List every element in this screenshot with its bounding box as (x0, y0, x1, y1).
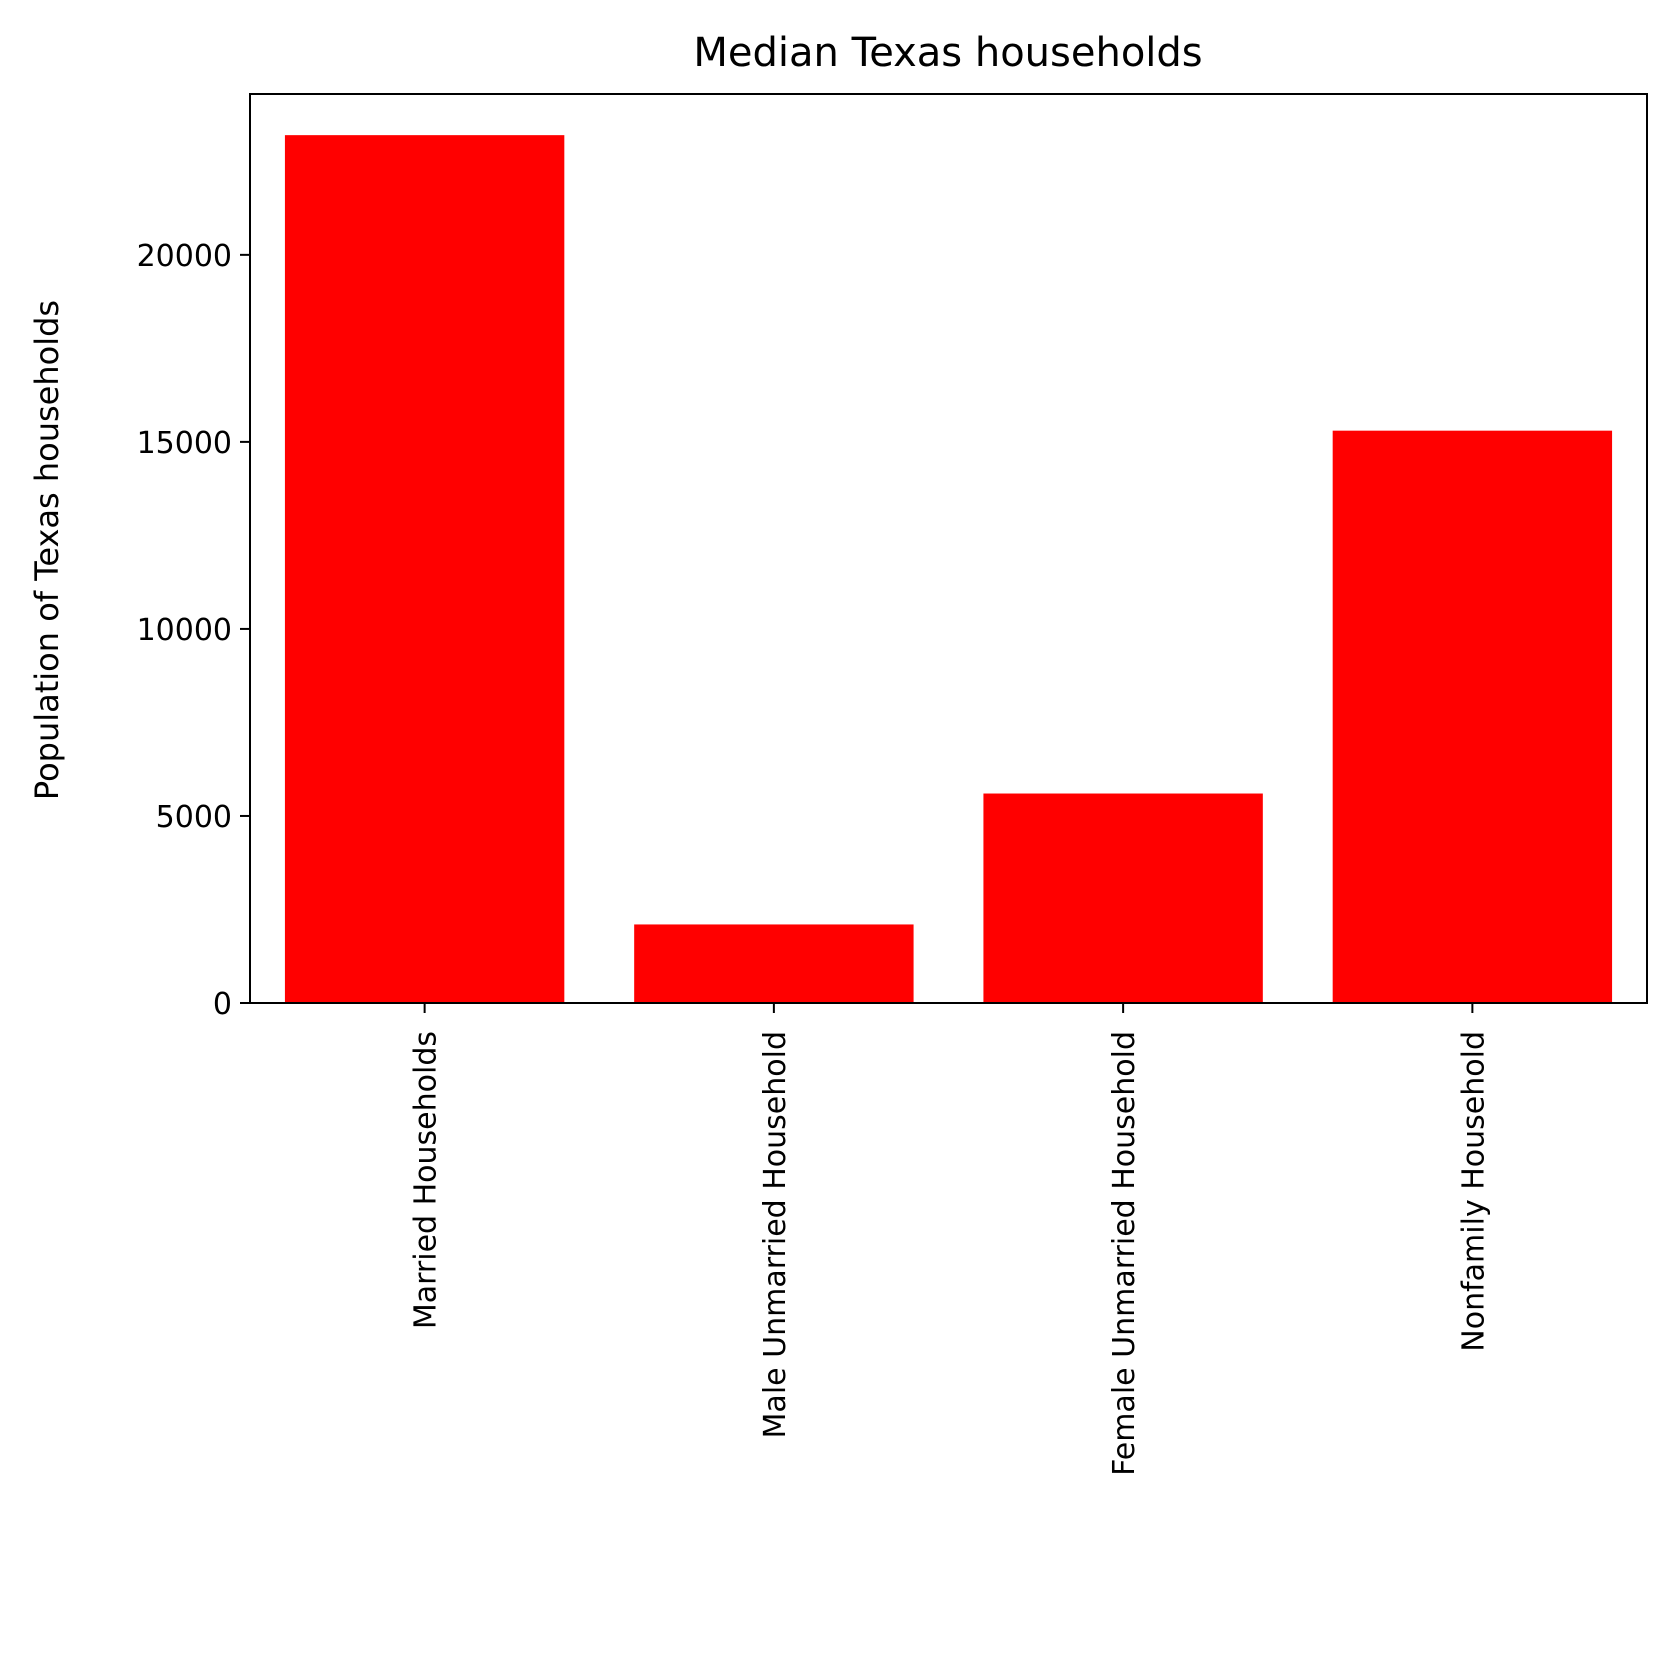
x-tick-label: Male Unmarried Household (758, 1031, 793, 1438)
chart-title: Median Texas households (693, 30, 1202, 76)
bar-4 (1332, 430, 1613, 1004)
x-tick-label: Married Households (409, 1031, 444, 1329)
y-tick-label: 10000 (137, 613, 232, 648)
x-tick-label: Nonfamily Household (1456, 1031, 1491, 1352)
bar-1 (284, 135, 565, 1004)
y-axis-label: Population of Texas households (28, 300, 66, 800)
bars-group (284, 135, 1613, 1004)
x-tick-label: Female Unmarried Household (1107, 1031, 1142, 1476)
y-axis: 0 5000 10000 15000 20000 (137, 239, 250, 1022)
bar-3 (983, 793, 1263, 1003)
y-tick-label: 0 (213, 987, 232, 1022)
plot-frame (249, 93, 1648, 1004)
x-axis: Married Households Male Unmarried Househo… (409, 1003, 1491, 1476)
y-tick-label: 15000 (137, 426, 232, 461)
bar-2 (634, 924, 914, 1003)
y-tick-label: 20000 (137, 239, 232, 274)
y-tick-label: 5000 (156, 800, 232, 835)
